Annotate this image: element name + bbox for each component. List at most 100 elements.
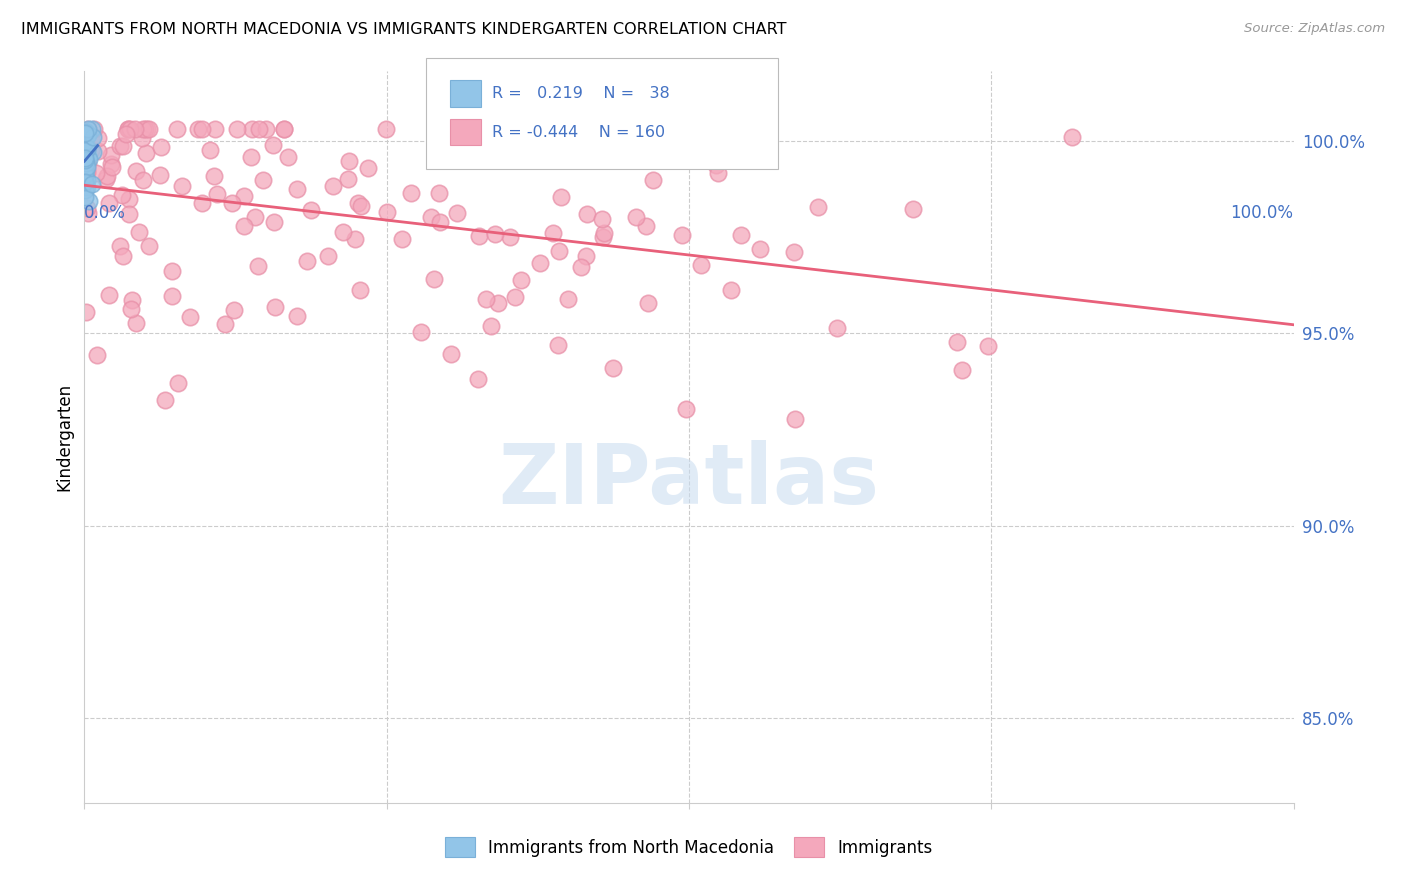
Point xyxy=(641,173,664,187)
Point xyxy=(202,169,225,183)
Point xyxy=(75,305,97,319)
Point xyxy=(449,122,471,136)
Text: R =   0.219    N =   38: R = 0.219 N = 38 xyxy=(492,87,669,101)
Text: 0.0%: 0.0% xyxy=(84,203,127,222)
Point xyxy=(391,232,413,246)
Point xyxy=(96,169,118,184)
Point xyxy=(80,122,103,136)
Point xyxy=(475,293,498,307)
Point xyxy=(247,122,270,136)
Point xyxy=(423,271,446,285)
Point xyxy=(222,303,245,318)
Point xyxy=(624,211,647,225)
Point xyxy=(214,317,236,331)
Point xyxy=(77,206,100,220)
Point xyxy=(118,122,141,136)
Point xyxy=(190,122,212,136)
Point xyxy=(76,201,98,215)
Point xyxy=(179,310,201,324)
Point xyxy=(1060,130,1083,145)
Point xyxy=(76,173,98,187)
Point xyxy=(75,151,97,165)
Point xyxy=(73,166,96,180)
Point xyxy=(446,205,468,219)
Point xyxy=(243,210,266,224)
Point xyxy=(76,142,98,156)
Point xyxy=(591,212,613,227)
Point xyxy=(447,135,470,149)
Point xyxy=(901,202,924,216)
Point xyxy=(204,122,226,136)
Legend: Immigrants from North Macedonia, Immigrants: Immigrants from North Macedonia, Immigra… xyxy=(439,830,939,864)
Point xyxy=(322,179,344,194)
Point xyxy=(950,363,973,377)
Point xyxy=(429,215,451,229)
Point xyxy=(76,160,98,174)
Point xyxy=(75,163,97,178)
Point xyxy=(77,122,100,136)
Point xyxy=(783,244,806,259)
Point xyxy=(120,302,142,317)
Point xyxy=(98,288,121,302)
Point xyxy=(75,164,97,178)
Point xyxy=(571,260,593,274)
Point xyxy=(73,153,96,168)
Point xyxy=(637,296,659,310)
Point xyxy=(121,293,143,307)
Point xyxy=(264,300,287,314)
Point xyxy=(84,166,107,180)
Point xyxy=(76,164,98,178)
Point xyxy=(73,145,96,159)
Point xyxy=(100,157,122,171)
Point xyxy=(200,143,222,157)
Point xyxy=(252,172,274,186)
Point xyxy=(233,189,256,203)
Point xyxy=(75,190,97,204)
Point xyxy=(419,210,441,224)
Point xyxy=(240,122,263,136)
Point xyxy=(118,207,141,221)
Point xyxy=(575,249,598,263)
Point xyxy=(357,161,380,175)
Point xyxy=(149,140,172,154)
Point xyxy=(498,230,520,244)
Point xyxy=(76,145,98,159)
Point xyxy=(529,256,551,270)
Point xyxy=(316,249,339,263)
Point xyxy=(166,122,188,136)
Point xyxy=(124,122,146,136)
Point xyxy=(468,229,491,244)
Point xyxy=(118,192,141,206)
Point xyxy=(347,196,370,211)
Point xyxy=(73,127,96,141)
Point xyxy=(427,186,450,200)
Point xyxy=(167,376,190,390)
Point xyxy=(807,200,830,214)
Point xyxy=(155,392,177,407)
Point xyxy=(160,264,183,278)
Point xyxy=(411,325,433,339)
Point xyxy=(101,160,124,174)
Text: R = -0.444    N = 160: R = -0.444 N = 160 xyxy=(492,125,665,139)
Point xyxy=(87,144,110,158)
Point xyxy=(131,131,153,145)
Point xyxy=(76,179,98,194)
Point xyxy=(592,230,614,244)
Point xyxy=(86,348,108,362)
Point xyxy=(73,169,96,183)
Point xyxy=(112,138,135,153)
Point xyxy=(73,126,96,140)
Point xyxy=(350,199,373,213)
Point xyxy=(690,258,713,272)
Point xyxy=(748,242,770,256)
Point xyxy=(436,151,458,165)
Point xyxy=(704,158,727,172)
Point xyxy=(349,283,371,297)
Point xyxy=(73,130,96,145)
Point xyxy=(73,132,96,146)
Point xyxy=(138,122,160,136)
Point xyxy=(541,226,564,240)
Point xyxy=(73,158,96,172)
Point xyxy=(479,319,502,334)
Point xyxy=(593,227,616,241)
